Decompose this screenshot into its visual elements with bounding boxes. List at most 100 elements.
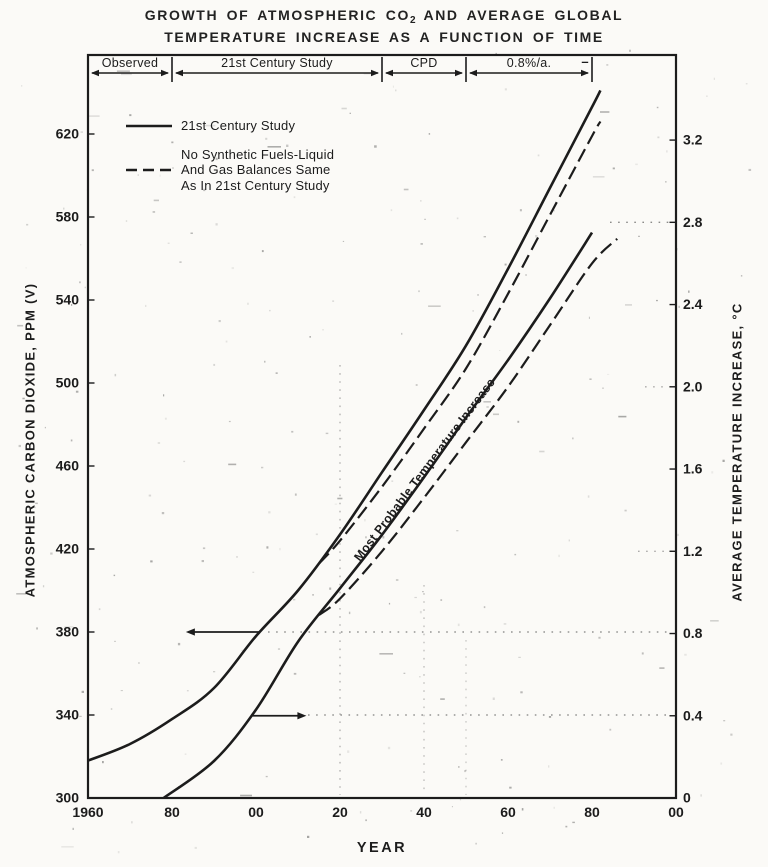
noise-dot	[472, 310, 474, 312]
noise-dot	[625, 304, 632, 306]
noise-dot	[267, 146, 281, 148]
noise-dot	[553, 209, 555, 212]
noise-dot	[228, 463, 237, 466]
noise-dot	[572, 821, 575, 824]
noise-dot	[558, 554, 560, 558]
noise-dot	[240, 794, 252, 797]
noise-dot	[163, 394, 165, 397]
noise-dot	[177, 642, 181, 646]
noise-dot	[592, 176, 605, 178]
noise-dot	[309, 336, 311, 338]
noise-dot	[492, 697, 495, 700]
noise-dot	[75, 390, 79, 393]
band-arrowhead	[371, 69, 379, 77]
noise-dot	[71, 304, 73, 306]
noise-dot	[740, 275, 743, 277]
title-text-after-subscript: AND AVERAGE GLOBAL	[415, 7, 624, 23]
noise-dot	[157, 442, 161, 444]
noise-dot	[418, 290, 420, 293]
band-arrowhead	[91, 69, 99, 77]
co2-21st-century-curve	[87, 89, 602, 762]
noise-dot	[365, 536, 367, 539]
noise-dot	[84, 286, 86, 289]
noise-dot	[713, 77, 715, 80]
legend-item-solid-label: 21st Century Study	[181, 118, 296, 133]
noise-dot	[477, 294, 479, 296]
x-axis-tick-label: 80	[584, 804, 600, 820]
noise-dot	[748, 168, 752, 171]
noise-dot	[81, 690, 84, 693]
noise-dot	[80, 244, 82, 246]
noise-dot	[17, 324, 24, 327]
noise-dot	[612, 167, 615, 170]
right-axis-tick-label: 2.4	[683, 296, 703, 312]
noise-dot	[740, 394, 742, 397]
noise-dot	[186, 690, 189, 692]
noise-dot	[568, 539, 570, 542]
noise-dot	[294, 493, 297, 496]
noise-dot	[618, 415, 627, 418]
noise-dot	[291, 430, 294, 433]
noise-dot	[50, 552, 53, 555]
noise-dot	[247, 302, 249, 305]
noise-dot	[36, 627, 38, 630]
noise-dot	[137, 174, 139, 176]
noise-dot	[459, 798, 462, 801]
noise-dot	[638, 235, 640, 237]
noise-dot	[138, 662, 140, 664]
noise-dot	[684, 653, 687, 656]
noise-dot	[420, 243, 423, 245]
noise-dot	[483, 606, 486, 609]
noise-dot	[91, 169, 94, 172]
noise-dot	[64, 626, 74, 628]
legend-item-dashed-label: No Synthetic Fuels-Liquid And Gas Balanc…	[181, 147, 334, 194]
noise-dot	[125, 220, 128, 222]
right-axis-tick-label: 0.4	[683, 707, 703, 723]
noise-dot	[279, 547, 281, 551]
x-axis-tick-label: 60	[500, 804, 516, 820]
noise-dot	[456, 217, 459, 220]
noise-dot	[215, 157, 218, 161]
legend-dashed-label-line3: As In 21st Century Study	[181, 177, 330, 193]
left-axis-tick-label: 460	[56, 458, 80, 474]
noise-dot	[607, 373, 610, 375]
legend-item-dashed: No Synthetic Fuels-Liquid And Gas Balanc…	[126, 147, 334, 194]
noise-dot	[184, 753, 187, 755]
chart-title-line1: GROWTH OF ATMOSPHERIC CO2 AND AVERAGE GL…	[0, 7, 768, 29]
noise-dot	[61, 846, 74, 848]
noise-dot	[337, 497, 343, 500]
left-axis-title: ATMOSPHERIC CARBON DIOXIDE, PPM (V)	[22, 282, 38, 598]
noise-dot	[609, 728, 612, 731]
legend-item-solid: 21st Century Study	[126, 118, 334, 134]
noise-dot	[334, 503, 338, 505]
noise-dot	[440, 698, 445, 700]
noise-dot	[509, 786, 512, 789]
noise-dot	[624, 509, 627, 512]
noise-dot	[319, 157, 321, 160]
noise-dot	[348, 611, 351, 615]
left-axis-tick-label: 380	[56, 624, 80, 640]
noise-dot	[517, 420, 520, 423]
noise-dot	[401, 332, 403, 335]
noise-dot	[152, 211, 156, 213]
band-arrowhead	[175, 69, 183, 77]
noise-dot	[171, 141, 174, 144]
noise-dot	[116, 70, 130, 72]
noise-dot	[121, 73, 132, 76]
noise-dot	[194, 846, 197, 849]
left-axis-tick-label: 300	[56, 790, 80, 806]
noise-dot	[365, 819, 367, 822]
noise-dot	[63, 207, 65, 210]
noise-dot	[600, 111, 610, 113]
noise-dot	[666, 150, 668, 153]
noise-dot	[150, 560, 153, 563]
band-segment-label: 0.8%/a.	[507, 56, 552, 70]
x-axis-tick-label: 00	[668, 804, 684, 820]
noise-dot	[342, 240, 345, 242]
noise-dot	[635, 163, 638, 166]
most-probable-temperature-label: Most Probable Temperature Increase	[351, 375, 498, 563]
noise-dot	[72, 827, 74, 830]
noise-dot	[225, 340, 228, 343]
noise-dot	[656, 106, 659, 109]
